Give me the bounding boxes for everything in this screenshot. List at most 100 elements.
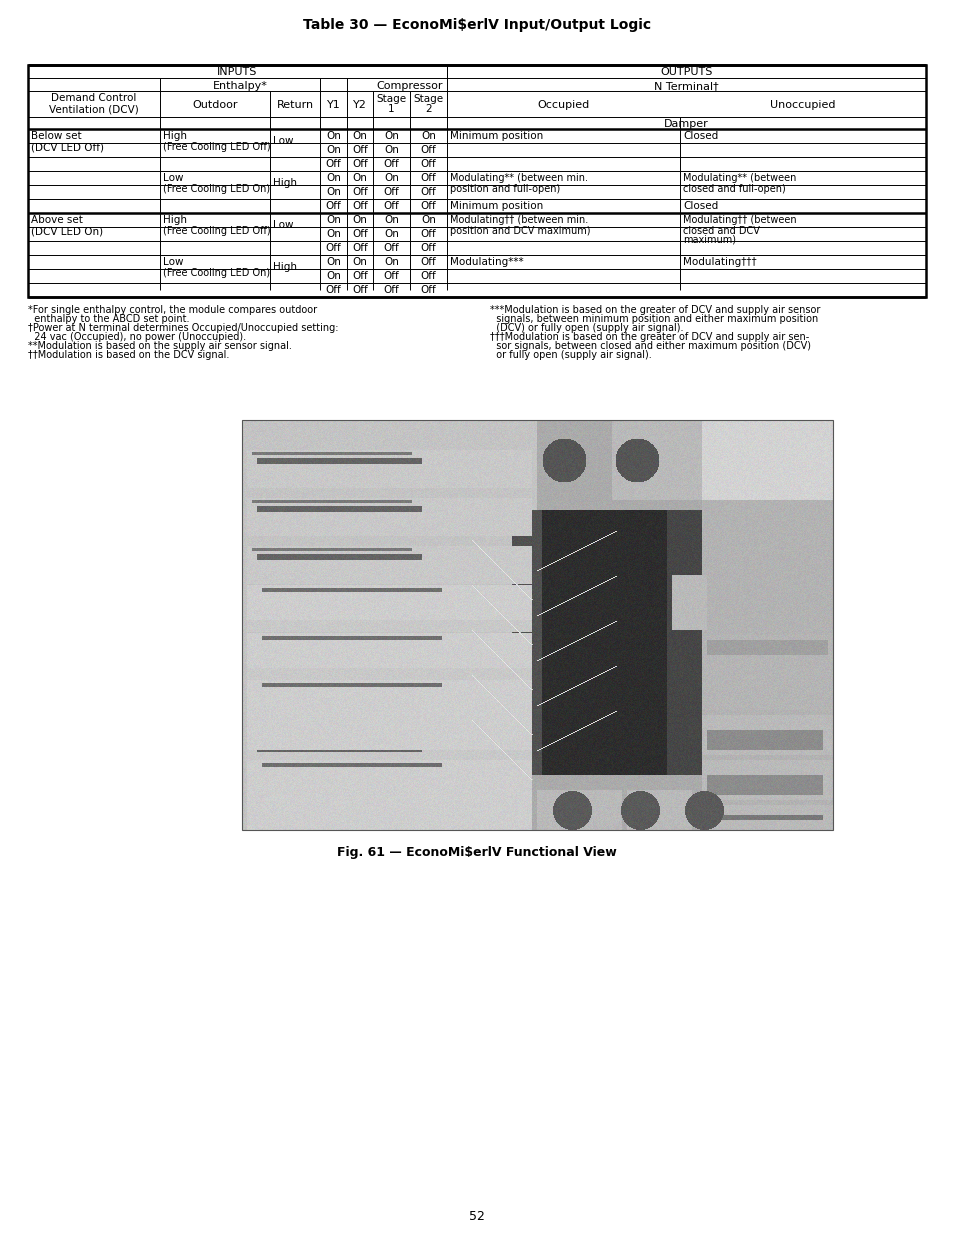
Text: Off: Off	[383, 201, 399, 211]
Text: Off: Off	[352, 187, 368, 197]
Text: Table 30 — EconoMi$erlV Input/Output Logic: Table 30 — EconoMi$erlV Input/Output Log…	[303, 19, 650, 32]
Text: On: On	[384, 256, 398, 266]
Text: or fully open (supply air signal).: or fully open (supply air signal).	[490, 349, 651, 361]
Text: Off: Off	[420, 229, 436, 239]
Text: Low: Low	[273, 221, 294, 230]
Text: signals, between minimum position and either maximum position: signals, between minimum position and ei…	[490, 313, 818, 325]
Text: sor signals, between closed and either maximum position (DCV): sor signals, between closed and either m…	[490, 341, 810, 351]
Text: (DCV) or fully open (supply air signal).: (DCV) or fully open (supply air signal).	[490, 323, 682, 333]
Text: Off: Off	[383, 271, 399, 281]
Text: High: High	[273, 178, 296, 188]
Text: Low: Low	[273, 136, 294, 146]
Text: Enthalpy*: Enthalpy*	[213, 81, 267, 90]
Text: 2: 2	[425, 104, 432, 114]
Text: Modulating***: Modulating***	[450, 256, 523, 266]
Text: Modulating†† (between: Modulating†† (between	[682, 216, 796, 225]
Text: closed and DCV: closed and DCV	[682, 225, 760, 235]
Text: †††Modulation is based on the greater of DCV and supply air sen-: †††Modulation is based on the greater of…	[490, 332, 808, 342]
Text: Off: Off	[383, 285, 399, 295]
Text: *For single enthalpy control, the module compares outdoor: *For single enthalpy control, the module…	[28, 305, 316, 315]
Text: Damper: Damper	[663, 119, 708, 129]
Text: Outdoor: Outdoor	[193, 100, 237, 110]
Text: Off: Off	[352, 229, 368, 239]
Text: On: On	[326, 256, 340, 266]
Text: position and DCV maximum): position and DCV maximum)	[450, 225, 590, 235]
Text: On: On	[420, 131, 436, 141]
Text: Below set: Below set	[30, 131, 82, 141]
Text: Off: Off	[325, 243, 341, 253]
Text: Y2: Y2	[353, 100, 367, 110]
Text: Off: Off	[325, 285, 341, 295]
Text: On: On	[326, 216, 340, 225]
Text: On: On	[384, 173, 398, 183]
Text: Stage: Stage	[376, 94, 406, 104]
Text: Off: Off	[325, 201, 341, 211]
Text: High: High	[273, 261, 296, 273]
Text: On: On	[353, 256, 367, 266]
Text: INPUTS: INPUTS	[217, 67, 257, 77]
Bar	[242, 420, 832, 830]
Text: Modulating†††: Modulating†††	[682, 256, 756, 266]
Text: Fig. 61 — EconoMi$erlV Functional View: Fig. 61 — EconoMi$erlV Functional View	[336, 846, 617, 859]
Text: Off: Off	[383, 243, 399, 253]
Text: maximum): maximum)	[682, 235, 735, 245]
Text: On: On	[326, 131, 340, 141]
Text: On: On	[353, 173, 367, 183]
Text: Minimum position: Minimum position	[450, 201, 542, 211]
Text: On: On	[326, 145, 340, 155]
Text: closed and full-open): closed and full-open)	[682, 185, 785, 195]
Text: Return: Return	[276, 100, 314, 110]
Text: Modulating** (between: Modulating** (between	[682, 173, 796, 183]
Text: enthalpy to the ABCD set point.: enthalpy to the ABCD set point.	[28, 313, 190, 325]
Text: On: On	[384, 131, 398, 141]
Text: Off: Off	[352, 285, 368, 295]
Text: 1: 1	[388, 104, 395, 114]
Text: 52: 52	[469, 1211, 484, 1223]
Text: Low: Low	[163, 256, 183, 266]
Text: On: On	[384, 145, 398, 155]
Text: Off: Off	[420, 187, 436, 197]
Text: High: High	[163, 216, 187, 225]
Text: N Terminal†: N Terminal†	[654, 81, 718, 90]
Text: Off: Off	[420, 145, 436, 155]
Text: Occupied: Occupied	[537, 100, 589, 110]
Text: 24 vac (Occupied), no power (Unoccupied).: 24 vac (Occupied), no power (Unoccupied)…	[28, 332, 246, 342]
Text: Low: Low	[163, 173, 183, 183]
Text: Off: Off	[420, 271, 436, 281]
Text: (Free Cooling LED On): (Free Cooling LED On)	[163, 185, 270, 195]
Text: Demand Control: Demand Control	[51, 93, 136, 103]
Text: †Power at N terminal determines Occupied/Unoccupied setting:: †Power at N terminal determines Occupied…	[28, 323, 338, 333]
Text: Above set: Above set	[30, 216, 83, 225]
Text: Closed: Closed	[682, 201, 718, 211]
Text: position and full-open): position and full-open)	[450, 185, 559, 195]
Text: Off: Off	[420, 173, 436, 183]
Text: Off: Off	[383, 187, 399, 197]
Text: Modulating** (between min.: Modulating** (between min.	[450, 173, 587, 183]
Text: Unoccupied: Unoccupied	[769, 100, 835, 110]
Text: High: High	[163, 131, 187, 141]
Bar	[28, 64, 925, 297]
Text: Stage: Stage	[413, 94, 443, 104]
Text: Minimum position: Minimum position	[450, 131, 542, 141]
Text: (Free Cooling LED Off): (Free Cooling LED Off)	[163, 142, 271, 152]
Text: ***Modulation is based on the greater of DCV and supply air sensor: ***Modulation is based on the greater of…	[490, 305, 820, 315]
Text: Off: Off	[325, 159, 341, 169]
Text: Off: Off	[352, 145, 368, 155]
Text: Off: Off	[420, 159, 436, 169]
Text: Off: Off	[352, 243, 368, 253]
Text: On: On	[353, 216, 367, 225]
Text: Modulating†† (between min.: Modulating†† (between min.	[450, 216, 588, 225]
Text: Off: Off	[352, 159, 368, 169]
Text: **Modulation is based on the supply air sensor signal.: **Modulation is based on the supply air …	[28, 341, 292, 351]
Text: OUTPUTS: OUTPUTS	[659, 67, 712, 77]
Text: Closed: Closed	[682, 131, 718, 141]
Text: On: On	[326, 229, 340, 239]
Text: Off: Off	[352, 271, 368, 281]
Text: On: On	[326, 173, 340, 183]
Text: On: On	[384, 229, 398, 239]
Text: On: On	[326, 271, 340, 281]
Text: On: On	[326, 187, 340, 197]
Text: (DCV LED On): (DCV LED On)	[30, 225, 103, 235]
Text: On: On	[353, 131, 367, 141]
Text: (DCV LED Off): (DCV LED Off)	[30, 142, 104, 152]
